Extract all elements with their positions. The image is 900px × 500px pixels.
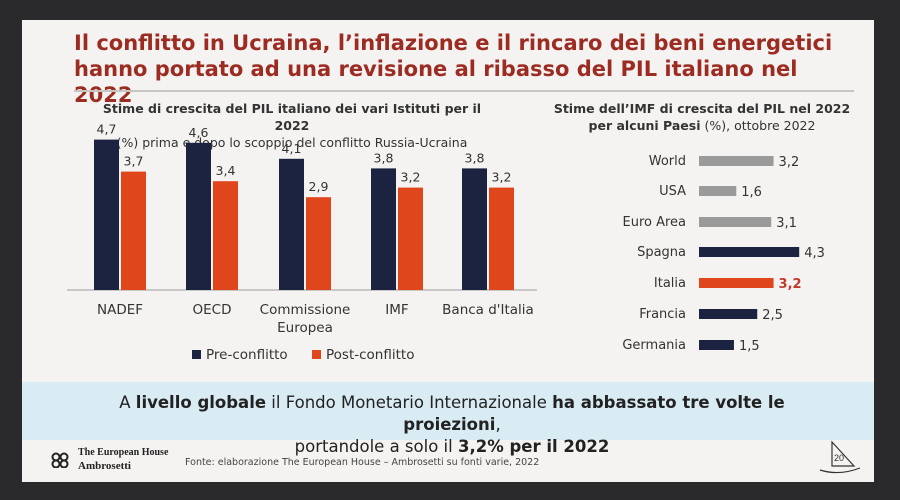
data-label-post-3: 3,2 (401, 170, 421, 185)
data-label-post-0: 3,7 (124, 154, 144, 169)
source-note: Fonte: elaborazione The European House –… (185, 457, 540, 468)
bar-pre-3 (371, 168, 396, 290)
category-label-2-line2: Europea (277, 320, 333, 336)
country-value-5: 2,5 (762, 308, 783, 323)
conclusion-text: A livello globale il Fondo Monetario Int… (119, 393, 785, 456)
legend-swatch-0 (192, 350, 201, 359)
data-label-pre-3: 3,8 (374, 150, 394, 165)
legend-swatch-1 (312, 350, 321, 359)
data-label-pre-0: 4,7 (97, 122, 117, 137)
bar-pre-2 (279, 158, 304, 290)
category-label-4: Banca d'Italia (442, 302, 534, 318)
data-label-post-2: 2,9 (309, 179, 329, 194)
bar-post-2 (306, 197, 331, 290)
data-label-post-1: 3,4 (216, 163, 236, 178)
page-number: 20 (834, 453, 845, 463)
banner-emphasis-2: ha abbassato tre volte le proiezioni (403, 393, 785, 434)
country-bar-5 (699, 309, 758, 319)
country-bar-0 (699, 156, 774, 166)
data-label-pre-4: 3,8 (465, 150, 485, 165)
country-value-1: 1,6 (741, 185, 762, 200)
imf-country-growth-bar-chart: World 3,2 USA 1,6 Euro Area 3,1 Spagna 4,3 Itali… (622, 154, 825, 354)
bar-post-0 (121, 171, 146, 290)
legend-label-1: Post-conflitto (326, 347, 414, 363)
logo-text-line2: Ambrosetti (78, 460, 131, 472)
conclusion-banner (22, 382, 874, 440)
logo-text-line1: The European House (78, 447, 169, 458)
bar-post-3 (398, 187, 423, 290)
country-label-5: Francia (639, 307, 686, 322)
country-label-6: Germania (622, 338, 686, 353)
country-label-1: USA (659, 184, 686, 199)
slide: Il conflitto in Ucraina, l’inflazione e … (22, 20, 874, 482)
country-bar-6 (699, 340, 734, 350)
sailboat-logo-icon (819, 440, 861, 474)
slide-title: Il conflitto in Ucraina, l’inflazione e … (74, 31, 833, 107)
bar-pre-4 (462, 168, 487, 290)
right-chart-title-line1: Stime dell’IMF di crescita del PIL nel 2… (553, 101, 851, 116)
institutes-growth-bar-chart: 4,7 3,7 NADEF 4,6 3,4 OECD 4,1 2,9 Commissione Eu… (67, 122, 537, 363)
category-label-1: OECD (193, 302, 232, 318)
data-label-post-4: 3,2 (492, 170, 512, 185)
country-value-2: 3,1 (776, 216, 797, 231)
right-chart-title-line2: per alcuni Paesi (588, 118, 701, 133)
country-bar-2 (699, 217, 772, 227)
bar-post-4 (489, 187, 514, 290)
category-label-3: IMF (385, 302, 408, 318)
country-bar-3 (699, 247, 800, 257)
country-label-4: Italia (654, 276, 686, 291)
country-value-3: 4,3 (804, 246, 825, 261)
title-divider (74, 90, 854, 92)
legend-label-0: Pre-conflitto (206, 347, 288, 363)
data-label-pre-2: 4,1 (282, 141, 302, 156)
bar-pre-1 (186, 142, 211, 290)
country-label-0: World (649, 154, 686, 169)
banner-emphasis-3: 3,2% per il 2022 (457, 437, 610, 456)
left-chart-title: Stime di crescita del PIL italiano dei v… (102, 101, 482, 133)
country-label-2: Euro Area (622, 215, 686, 230)
data-label-pre-1: 4,6 (189, 125, 209, 140)
country-value-6: 1,5 (739, 339, 760, 354)
country-value-0: 3,2 (779, 155, 800, 170)
right-chart-heading: Stime dell’IMF di crescita del PIL nel 2… (552, 100, 852, 134)
right-chart-subtitle: (%), ottobre 2022 (704, 118, 816, 133)
banner-emphasis-1: livello globale (135, 393, 267, 412)
bar-pre-0 (94, 139, 119, 290)
country-bar-4 (699, 278, 774, 288)
country-label-3: Spagna (637, 245, 686, 260)
country-bar-1 (699, 186, 737, 196)
country-value-4: 3,2 (779, 277, 802, 292)
bar-post-1 (213, 181, 238, 290)
category-label-2: Commissione (260, 302, 351, 318)
category-label-0: NADEF (97, 302, 143, 318)
ambrosetti-logo-icon (51, 452, 69, 468)
